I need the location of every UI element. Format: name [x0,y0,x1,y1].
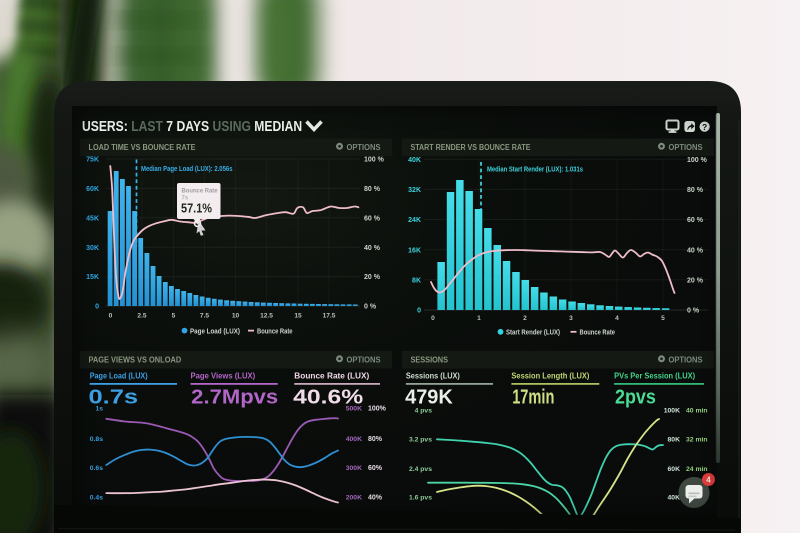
svg-text:2: 2 [523,315,527,322]
svg-text:57.1%: 57.1% [181,202,212,216]
svg-text:Bounce Rate: Bounce Rate [580,330,616,337]
svg-text:40 %: 40 % [687,247,704,254]
svg-text:20 %: 20 % [364,274,381,281]
svg-text:75K: 75K [86,157,99,164]
svg-text:100 %: 100 % [364,157,385,164]
svg-text:0 %: 0 % [687,308,700,315]
svg-text:100%: 100% [368,405,387,412]
svg-text:Page Views (LUX): Page Views (LUX) [191,371,256,381]
svg-text:200K: 200K [346,494,362,501]
svg-text:LOAD TIME VS BOUNCE RATE: LOAD TIME VS BOUNCE RATE [89,143,197,152]
svg-text:PAGE VIEWS VS ONLOAD: PAGE VIEWS VS ONLOAD [89,356,182,365]
svg-text:1s: 1s [95,405,103,412]
svg-text:PVs Per Session (LUX): PVs Per Session (LUX) [614,371,695,381]
svg-text:3.2 pvs: 3.2 pvs [409,436,432,443]
svg-text:OPTIONS: OPTIONS [347,356,382,365]
svg-text:0.8s: 0.8s [90,436,103,443]
svg-text:100K: 100K [664,407,680,414]
svg-text:3: 3 [569,315,573,322]
svg-text:0: 0 [417,308,421,315]
svg-text:60 %: 60 % [364,215,381,222]
svg-text:40 %: 40 % [364,245,381,252]
svg-text:80 %: 80 % [687,187,704,194]
svg-text:10: 10 [232,313,240,320]
svg-text:15: 15 [294,313,302,320]
svg-text:500K: 500K [346,405,362,412]
svg-text:0: 0 [431,315,435,322]
svg-text:17.5: 17.5 [323,313,336,320]
svg-text:16K: 16K [408,247,421,254]
svg-text:20 %: 20 % [687,277,704,284]
svg-text:0: 0 [109,313,113,320]
svg-text:2.7Mpvs: 2.7Mpvs [191,387,278,409]
svg-text:80 %: 80 % [364,186,381,193]
svg-text:40.6%: 40.6% [293,387,363,409]
svg-text:8K: 8K [412,277,421,284]
svg-text:100 %: 100 % [687,157,708,164]
svg-text:45K: 45K [86,215,99,222]
svg-text:24K: 24K [408,217,421,224]
svg-text:USERS:: USERS: [82,119,128,135]
svg-text:300K: 300K [346,465,362,472]
svg-text:4: 4 [706,476,711,485]
svg-text:Median Page Load (LUX): 2.056s: Median Page Load (LUX): 2.056s [141,164,233,173]
svg-text:32K: 32K [408,187,421,194]
svg-text:Bounce Rate: Bounce Rate [182,188,218,195]
svg-text:4 pvs: 4 pvs [415,407,433,414]
svg-text:7s: 7s [182,196,189,202]
svg-text:32 min: 32 min [686,436,708,443]
svg-text:OPTIONS: OPTIONS [669,356,704,365]
svg-text:0.4s: 0.4s [90,494,103,501]
svg-text:OPTIONS: OPTIONS [669,143,704,152]
svg-text:15K: 15K [86,274,99,281]
svg-text:12.5: 12.5 [260,313,273,320]
svg-text:LAST: LAST [131,119,163,135]
svg-text:?: ? [702,122,707,132]
svg-text:OPTIONS: OPTIONS [347,143,382,152]
svg-text:Median Start Render (LUX): 1.0: Median Start Render (LUX): 1.031s [487,165,583,174]
svg-text:1.6 pvs: 1.6 pvs [409,494,432,501]
svg-text:60K: 60K [86,186,99,193]
svg-text:Start Render (LUX): Start Render (LUX) [506,330,560,337]
svg-text:START RENDER VS BOUNCE RATE: START RENDER VS BOUNCE RATE [411,143,532,152]
svg-text:1: 1 [477,315,481,322]
svg-text:80%: 80% [368,436,383,443]
svg-text:Sessions (LUX): Sessions (LUX) [406,371,460,381]
svg-text:USING: USING [213,119,251,135]
svg-text:4: 4 [615,315,619,322]
svg-text:479K: 479K [405,387,453,409]
svg-text:7.5: 7.5 [200,313,209,320]
svg-text:Bounce Rate (LUX): Bounce Rate (LUX) [294,371,369,381]
svg-text:80K: 80K [668,436,681,443]
svg-text:SESSIONS: SESSIONS [411,356,449,365]
svg-text:2.5: 2.5 [137,313,146,320]
svg-text:400K: 400K [346,436,362,443]
svg-text:Session Length (LUX): Session Length (LUX) [511,371,589,381]
svg-text:0: 0 [95,304,99,311]
svg-text:Page Load (LUX): Page Load (LUX) [90,371,148,381]
svg-text:2.4 pvs: 2.4 pvs [409,466,432,473]
svg-text:40K: 40K [668,494,681,501]
svg-text:60 %: 60 % [687,217,704,224]
svg-text:60K: 60K [668,466,681,473]
svg-text:Page Load (LUX): Page Load (LUX) [190,329,240,336]
svg-text:MEDIAN: MEDIAN [254,119,302,135]
svg-text:40K: 40K [408,157,421,164]
svg-text:5: 5 [172,313,176,320]
svg-text:0.6s: 0.6s [90,465,103,472]
svg-text:60%: 60% [368,465,383,472]
svg-text:30K: 30K [86,245,99,252]
svg-text:40 min: 40 min [686,407,708,414]
svg-text:24 min: 24 min [686,466,708,473]
svg-text:40%: 40% [368,494,383,501]
svg-text:Bounce Rate: Bounce Rate [257,329,293,336]
svg-text:0.7s: 0.7s [89,387,139,409]
svg-text:5: 5 [661,315,665,322]
svg-text:0 %: 0 % [364,304,377,311]
svg-text:17min: 17min [512,387,554,409]
svg-text:7 DAYS: 7 DAYS [166,119,209,135]
svg-text:2pvs: 2pvs [615,387,656,409]
